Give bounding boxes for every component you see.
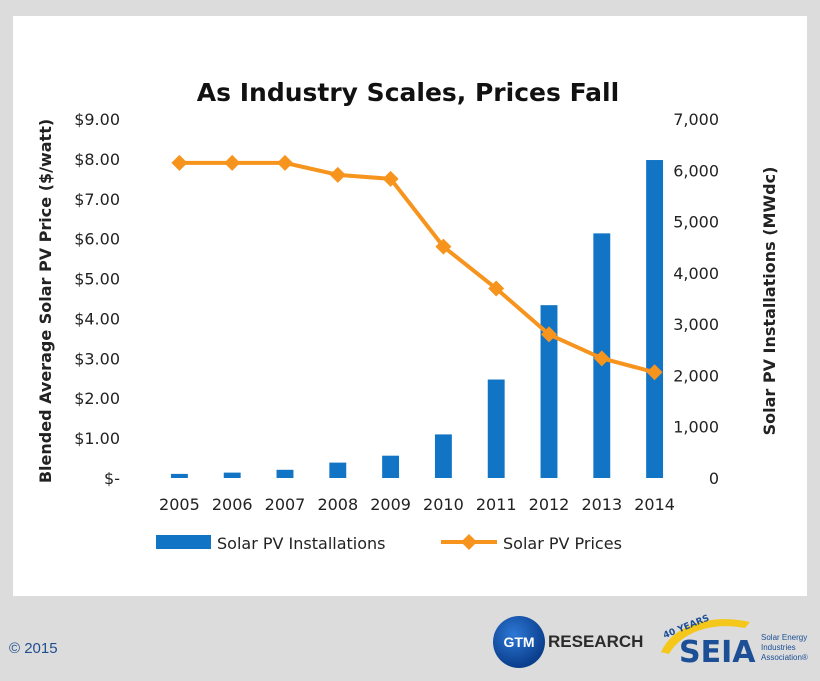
y-left-tick-label: $3.00 bbox=[74, 349, 120, 368]
line-prices bbox=[179, 160, 656, 375]
seia-logo: 40 YEARS SEIA Solar Energy Industries As… bbox=[661, 614, 808, 670]
bar-installations bbox=[170, 473, 188, 478]
y-right-tick-label: 1,000 bbox=[673, 418, 719, 437]
y-left-tick-label: $8.00 bbox=[74, 150, 120, 169]
line-point-prices bbox=[277, 154, 293, 171]
line-point-prices bbox=[541, 326, 557, 343]
y-left-tick-label: $5.00 bbox=[74, 270, 120, 289]
legend-label-prices: Solar PV Prices bbox=[503, 534, 622, 553]
y-left-tick-label: $6.00 bbox=[74, 230, 120, 249]
bar-installations bbox=[487, 379, 505, 478]
line-point-prices bbox=[646, 364, 663, 381]
legend: Solar PV Installations Solar PV Prices bbox=[156, 534, 622, 553]
y-left-axis-title: Blended Average Solar PV Price ($/watt) bbox=[36, 119, 55, 483]
y-right-tick-label: 5,000 bbox=[673, 213, 719, 232]
y-left-tick-label: $1.00 bbox=[74, 429, 120, 448]
chart-title: As Industry Scales, Prices Fall bbox=[197, 78, 619, 107]
bar-installations bbox=[223, 472, 241, 478]
bar-installations bbox=[276, 469, 294, 478]
y-right-tick-label: 6,000 bbox=[673, 161, 719, 180]
x-tick-label: 2008 bbox=[317, 495, 358, 514]
bar-installations bbox=[434, 434, 452, 478]
y-right-tick-label: 4,000 bbox=[673, 264, 719, 283]
bar-installations bbox=[540, 305, 558, 478]
chart-panel: As Industry Scales, Prices Fall $- $1.00 $… bbox=[13, 16, 807, 596]
line-point-prices bbox=[593, 350, 610, 367]
seia-swoosh-icon bbox=[661, 619, 750, 654]
x-tick-label: 2007 bbox=[265, 495, 306, 514]
line-point-prices bbox=[329, 166, 346, 183]
legend-marker-prices bbox=[461, 534, 477, 550]
x-tick-label: 2010 bbox=[423, 495, 464, 514]
line-point-prices bbox=[435, 238, 452, 255]
y-left-tick-label: $7.00 bbox=[74, 190, 120, 209]
bar-installations bbox=[646, 160, 664, 478]
x-tick-label: 2005 bbox=[159, 495, 200, 514]
x-tick-label: 2014 bbox=[634, 495, 675, 514]
y-left-tick-label: $4.00 bbox=[74, 309, 120, 328]
x-tick-label: 2011 bbox=[476, 495, 517, 514]
legend-label-installations: Solar PV Installations bbox=[217, 534, 386, 553]
y-left-tick-label: $- bbox=[104, 469, 120, 488]
bar-installations bbox=[382, 455, 400, 478]
chart-svg: As Industry Scales, Prices Fall $-$1.00$… bbox=[36, 78, 779, 553]
bar-installations bbox=[329, 462, 347, 478]
axes: $- $1.00 $2.00 $3.00 $4.00 $5.00 $6.00 $7.00 $8.… bbox=[36, 110, 779, 514]
gtm-research-text: RESEARCH bbox=[548, 632, 644, 651]
plot-area bbox=[170, 154, 664, 478]
x-tick-label: 2013 bbox=[581, 495, 622, 514]
y-left-tick-label: $9.00 bbox=[74, 110, 120, 129]
line-point-prices bbox=[171, 154, 188, 171]
x-tick-label: 2009 bbox=[370, 495, 411, 514]
y-right-tick-label: 7,000 bbox=[673, 110, 719, 129]
y-right-tick-label: 0 bbox=[709, 469, 719, 488]
x-tick-label: 2006 bbox=[212, 495, 253, 514]
gtm-research-logo: GTM RESEARCH bbox=[493, 616, 643, 672]
y-right-axis-title: Solar PV Installations (MWdc) bbox=[760, 167, 779, 436]
line-point-prices bbox=[224, 154, 241, 171]
seia-tagline-2: Industries bbox=[761, 643, 796, 652]
legend-swatch-installations bbox=[156, 535, 211, 549]
line-point-prices bbox=[488, 280, 505, 297]
y-right-tick-label: 3,000 bbox=[673, 315, 719, 334]
copyright-text: © 2015 bbox=[9, 640, 58, 657]
seia-name-text: SEIA bbox=[679, 635, 756, 670]
seia-tagline-3: Association® bbox=[761, 653, 808, 662]
y-left-tick-label: $2.00 bbox=[74, 389, 120, 408]
line-point-prices bbox=[382, 170, 399, 187]
y-right-tick-label: 2,000 bbox=[673, 366, 719, 385]
gtm-badge-icon: GTM bbox=[493, 616, 545, 668]
x-tick-label: 2012 bbox=[529, 495, 570, 514]
seia-tagline-1: Solar Energy bbox=[761, 633, 807, 642]
